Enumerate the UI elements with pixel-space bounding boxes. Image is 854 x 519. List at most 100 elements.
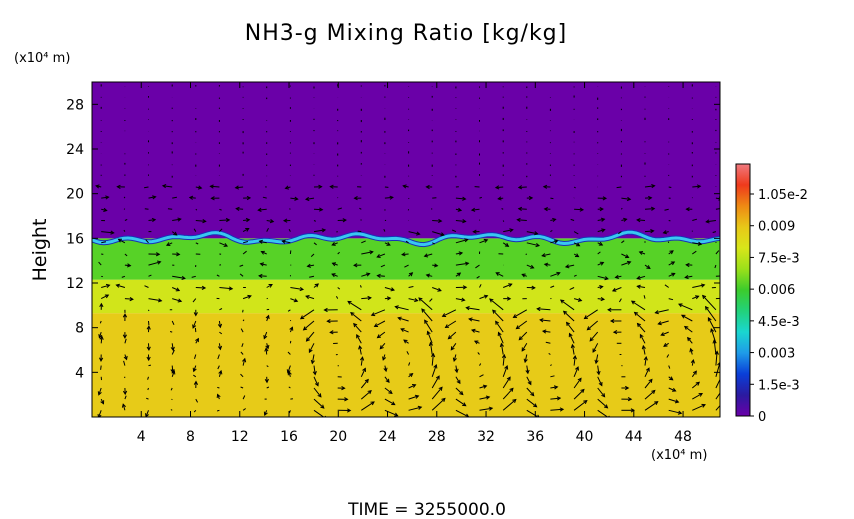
wind-vector-head: [497, 196, 502, 201]
wind-vector-head: [651, 183, 656, 189]
colorbar-label: 4.5e-3: [758, 315, 800, 330]
wind-vector: [384, 387, 393, 394]
wind-vector: [495, 272, 504, 277]
wind-vector-head: [575, 366, 579, 371]
wind-vector: [144, 186, 149, 189]
wind-vector: [479, 363, 482, 366]
wind-vector-head: [402, 184, 407, 189]
wind-vector-head: [414, 394, 420, 399]
wind-vector-head: [657, 321, 662, 326]
wind-vector-head: [639, 333, 644, 339]
wind-vector: [337, 251, 340, 255]
colorbar-label: 7.5e-3: [758, 251, 800, 266]
wind-vector: [408, 362, 411, 366]
wind-vector-head: [541, 329, 547, 334]
wind-vector-head: [176, 252, 181, 257]
wind-vector: [431, 353, 434, 366]
wind-vector-head: [495, 320, 500, 325]
wind-vector-head: [441, 313, 447, 317]
wind-vector: [148, 274, 152, 277]
wind-vector: [360, 368, 366, 378]
field-band-1: [92, 279, 720, 314]
wind-vector: [310, 253, 315, 257]
wind-vector: [495, 321, 504, 333]
wind-vector: [666, 354, 670, 358]
wind-vector: [431, 398, 446, 411]
wind-vector: [573, 378, 582, 389]
wind-vector: [335, 296, 339, 299]
wind-vector-head: [99, 335, 104, 340]
wind-vector-head: [700, 283, 706, 288]
wind-vector-head: [512, 398, 517, 403]
wind-vector-head: [156, 260, 162, 265]
wind-vector: [305, 295, 315, 300]
field-band-3: [92, 82, 720, 239]
wind-vector-head: [553, 385, 559, 390]
wind-vector: [148, 298, 162, 302]
wind-vector: [240, 386, 244, 389]
wind-vector: [239, 273, 244, 277]
wind-vector-head: [707, 316, 712, 322]
wind-vector-head: [438, 218, 443, 224]
wind-vector-head: [485, 395, 491, 400]
wind-vector-head: [318, 184, 323, 189]
wind-vector: [573, 186, 576, 189]
wind-vector: [191, 275, 196, 278]
wind-vector-head: [552, 217, 557, 222]
wind-vector-head: [450, 346, 455, 351]
x-tick-label: 8: [186, 429, 195, 445]
wind-vector-head: [641, 344, 646, 350]
wind-vector-head: [602, 196, 608, 201]
wind-vector-head: [671, 272, 676, 277]
wind-vector-head: [367, 390, 372, 395]
wind-vector: [621, 240, 625, 244]
wind-vector-head: [100, 400, 105, 405]
wind-vector: [359, 346, 362, 355]
y-tick-label: 24: [66, 142, 84, 158]
wind-vector: [455, 262, 469, 266]
wind-vector: [642, 345, 646, 355]
wind-vector-head: [717, 361, 720, 366]
wind-vector-head: [424, 319, 429, 324]
wind-vector: [124, 338, 127, 344]
wind-vector: [124, 218, 128, 221]
wind-vector: [236, 208, 244, 210]
wind-vector: [616, 186, 622, 189]
wind-vector: [313, 409, 325, 417]
wind-vector-head: [247, 294, 252, 299]
wind-vector: [479, 396, 490, 400]
wind-vector: [240, 351, 244, 355]
wind-vector: [359, 285, 362, 288]
wind-vector: [455, 197, 466, 200]
wind-vector: [193, 409, 197, 413]
x-tick-label: 44: [625, 429, 643, 445]
wind-vector: [513, 309, 528, 318]
wind-vector: [288, 386, 291, 389]
wind-vector-head: [202, 219, 207, 224]
wind-vector: [692, 404, 706, 411]
wind-vector-head: [470, 328, 476, 333]
wind-vector-head: [165, 242, 171, 246]
wind-vector: [479, 407, 493, 411]
wind-vector-head: [418, 297, 423, 302]
wind-vector-head: [326, 319, 331, 324]
wind-vector: [360, 357, 363, 366]
wind-vector-head: [385, 378, 390, 384]
wind-vector: [124, 395, 127, 400]
wind-vector-head: [501, 353, 507, 359]
wind-vector-head: [685, 262, 690, 268]
wind-vector-head: [614, 274, 619, 279]
wind-vector: [707, 317, 717, 333]
wind-vector: [353, 323, 362, 333]
wind-vector-head: [725, 296, 728, 299]
wind-vector-head: [397, 316, 402, 321]
wind-vector-head: [583, 315, 589, 320]
wind-vector-head: [530, 392, 535, 397]
wind-vector-head: [456, 379, 461, 385]
wind-vector: [715, 297, 720, 300]
wind-vector: [489, 298, 504, 311]
wind-vector-head: [286, 369, 291, 374]
wind-vector: [715, 208, 720, 210]
wind-vector: [408, 406, 422, 411]
wind-vector: [455, 365, 458, 373]
